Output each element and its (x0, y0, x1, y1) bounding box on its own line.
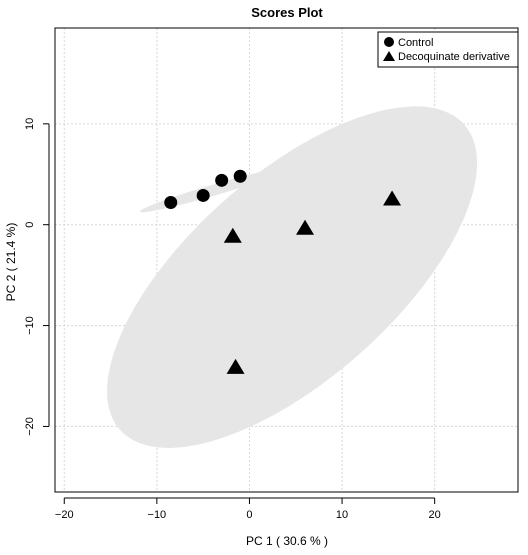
x-tick-label: 0 (246, 509, 252, 521)
legend-circle-marker (384, 37, 394, 47)
data-points (164, 169, 402, 374)
axes: −20 −10 0 10 20 −20 −10 0 10 (24, 118, 441, 521)
point-control (233, 169, 247, 183)
x-tick-label: 10 (336, 509, 348, 521)
confidence-ellipses (107, 106, 478, 449)
confidence-ellipse-decoquinate-derivative (107, 106, 478, 449)
legend-label-control: Control (398, 37, 433, 49)
point-decoquinate-derivative (226, 358, 245, 374)
y-axis-label: PC 2 ( 21.4 %) (4, 223, 18, 302)
y-tick-label: 0 (24, 222, 36, 228)
point-control (215, 173, 229, 187)
point-decoquinate-derivative (296, 219, 315, 235)
point-decoquinate-derivative (383, 190, 402, 206)
x-tick-label: 20 (429, 509, 441, 521)
y-tick-label: −20 (24, 417, 36, 436)
y-tick-label: −10 (24, 316, 36, 335)
x-tick-label: −10 (148, 509, 167, 521)
x-axis-label: PC 1 ( 30.6 % ) (246, 534, 328, 548)
legend-box (377, 31, 519, 68)
point-decoquinate-derivative (223, 227, 242, 243)
chart-title: Scores Plot (251, 5, 323, 20)
y-tick-label: 10 (24, 118, 36, 130)
legend-label-decoquinate: Decoquinate derivative (398, 51, 510, 63)
x-tick-label: −20 (55, 509, 74, 521)
point-control (164, 196, 178, 210)
legend: Control Decoquinate derivative (377, 31, 519, 68)
legend-triangle-marker (383, 51, 395, 61)
point-control (196, 188, 210, 202)
plot-frame (54, 27, 519, 493)
